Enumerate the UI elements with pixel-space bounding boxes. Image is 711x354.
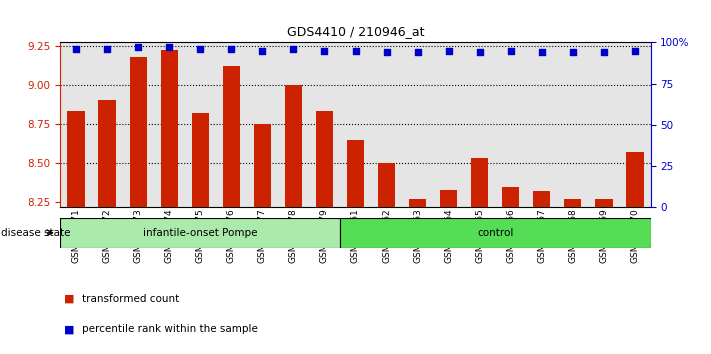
Bar: [409, 199, 426, 207]
Point: [319, 48, 330, 53]
Text: infantile-onset Pompe: infantile-onset Pompe: [143, 228, 257, 238]
Point: [225, 46, 237, 52]
Point: [102, 46, 113, 52]
Point: [132, 45, 144, 50]
Bar: [129, 57, 146, 207]
Point: [381, 50, 392, 55]
Bar: [496, 42, 526, 207]
Bar: [68, 112, 85, 207]
Text: percentile rank within the sample: percentile rank within the sample: [82, 324, 257, 334]
Bar: [309, 42, 340, 207]
Bar: [589, 42, 619, 207]
Point: [474, 50, 486, 55]
Point: [629, 48, 641, 53]
Bar: [464, 42, 496, 207]
Bar: [619, 42, 651, 207]
Text: control: control: [477, 228, 513, 238]
Bar: [278, 42, 309, 207]
Bar: [402, 42, 433, 207]
Text: ■: ■: [64, 324, 75, 334]
Point: [505, 48, 516, 53]
Bar: [595, 199, 612, 207]
Bar: [526, 42, 557, 207]
Point: [536, 50, 547, 55]
Text: transformed count: transformed count: [82, 294, 179, 304]
Bar: [215, 42, 247, 207]
Bar: [60, 218, 340, 248]
Bar: [161, 50, 178, 207]
Point: [195, 46, 206, 52]
Point: [567, 50, 579, 55]
Bar: [440, 190, 457, 207]
Bar: [285, 85, 302, 207]
Bar: [471, 159, 488, 207]
Bar: [371, 42, 402, 207]
Bar: [626, 152, 643, 207]
Bar: [154, 42, 185, 207]
Text: disease state: disease state: [1, 228, 70, 238]
Point: [257, 48, 268, 53]
Point: [164, 45, 175, 50]
Bar: [192, 113, 209, 207]
Bar: [340, 42, 371, 207]
Point: [70, 46, 82, 52]
Point: [350, 48, 361, 53]
Bar: [185, 42, 215, 207]
Bar: [533, 192, 550, 207]
Bar: [378, 163, 395, 207]
Bar: [99, 101, 116, 207]
Bar: [122, 42, 154, 207]
Point: [443, 48, 454, 53]
Bar: [254, 124, 271, 207]
Bar: [247, 42, 278, 207]
Point: [598, 50, 609, 55]
Bar: [433, 42, 464, 207]
Bar: [347, 140, 364, 207]
Text: GDS4410 / 210946_at: GDS4410 / 210946_at: [287, 25, 424, 38]
Point: [288, 46, 299, 52]
Point: [412, 50, 423, 55]
Bar: [316, 112, 333, 207]
Bar: [502, 187, 519, 207]
Bar: [60, 42, 92, 207]
Bar: [565, 199, 582, 207]
Bar: [557, 42, 589, 207]
Text: ■: ■: [64, 294, 75, 304]
Bar: [223, 66, 240, 207]
Bar: [340, 218, 651, 248]
Bar: [92, 42, 122, 207]
